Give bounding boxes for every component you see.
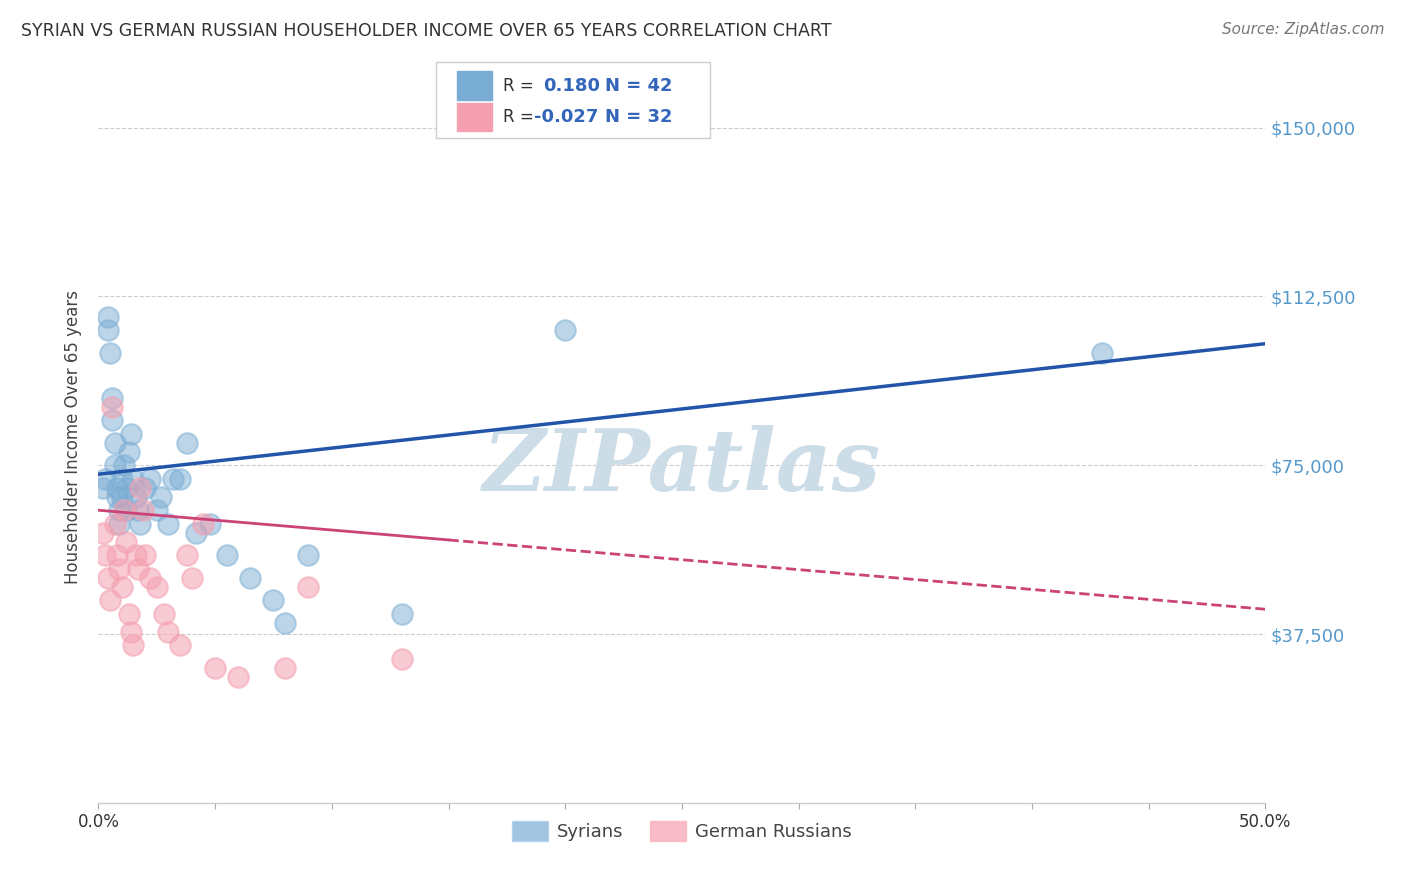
Point <box>554 323 576 337</box>
Point <box>125 548 148 562</box>
Point <box>1091 345 1114 359</box>
Point <box>162 472 184 486</box>
Point <box>111 580 134 594</box>
Point <box>239 571 262 585</box>
Point <box>115 503 138 517</box>
Point <box>111 472 134 486</box>
Point <box>180 571 202 585</box>
Point <box>91 481 114 495</box>
Point <box>105 548 128 562</box>
Point <box>98 345 121 359</box>
Point <box>97 571 120 585</box>
Point <box>215 548 238 562</box>
Point <box>274 615 297 630</box>
Point <box>91 525 114 540</box>
Point <box>193 516 215 531</box>
Point <box>120 426 142 441</box>
Point <box>274 661 297 675</box>
Point <box>157 516 180 531</box>
Point <box>157 624 180 639</box>
Point <box>120 624 142 639</box>
Point <box>108 562 131 576</box>
Point <box>228 670 250 684</box>
Point <box>391 652 413 666</box>
Point <box>98 593 121 607</box>
Point <box>297 548 319 562</box>
Point <box>111 490 134 504</box>
Point <box>105 481 128 495</box>
Point <box>129 516 152 531</box>
Point <box>152 607 174 621</box>
Point <box>101 400 124 414</box>
Point <box>105 490 128 504</box>
Point <box>115 481 138 495</box>
Point <box>112 458 135 473</box>
Point <box>108 503 131 517</box>
Point <box>108 516 131 531</box>
Point <box>127 562 149 576</box>
Point <box>134 481 156 495</box>
Point <box>122 638 145 652</box>
Point <box>139 472 162 486</box>
Point <box>104 435 127 450</box>
Text: N = 32: N = 32 <box>605 108 672 126</box>
Point <box>127 503 149 517</box>
Point <box>104 516 127 531</box>
Point <box>132 503 155 517</box>
Point <box>118 444 141 458</box>
Point <box>104 458 127 473</box>
Point <box>94 548 117 562</box>
Point <box>176 435 198 450</box>
Point <box>139 571 162 585</box>
Point <box>129 481 152 495</box>
Point <box>115 534 138 549</box>
Point <box>101 391 124 405</box>
Point <box>146 503 169 517</box>
Point <box>391 607 413 621</box>
Point <box>112 503 135 517</box>
Point <box>169 472 191 486</box>
Text: 0.180: 0.180 <box>543 77 600 95</box>
Point <box>122 472 145 486</box>
Point <box>150 490 173 504</box>
Point <box>94 472 117 486</box>
Point <box>146 580 169 594</box>
Point <box>97 310 120 324</box>
Text: N = 42: N = 42 <box>605 77 672 95</box>
Point <box>176 548 198 562</box>
Point <box>262 593 284 607</box>
Text: R =: R = <box>503 108 540 126</box>
Legend: Syrians, German Russians: Syrians, German Russians <box>505 814 859 848</box>
Point <box>118 607 141 621</box>
Point <box>297 580 319 594</box>
Text: SYRIAN VS GERMAN RUSSIAN HOUSEHOLDER INCOME OVER 65 YEARS CORRELATION CHART: SYRIAN VS GERMAN RUSSIAN HOUSEHOLDER INC… <box>21 22 831 40</box>
Point <box>134 548 156 562</box>
Y-axis label: Householder Income Over 65 years: Householder Income Over 65 years <box>63 290 82 584</box>
Text: R =: R = <box>503 77 540 95</box>
Text: ZIPatlas: ZIPatlas <box>482 425 882 508</box>
Point <box>200 516 222 531</box>
Point <box>97 323 120 337</box>
Point <box>204 661 226 675</box>
Text: Source: ZipAtlas.com: Source: ZipAtlas.com <box>1222 22 1385 37</box>
Text: -0.027: -0.027 <box>534 108 599 126</box>
Point <box>186 525 208 540</box>
Point <box>169 638 191 652</box>
Point <box>101 413 124 427</box>
Point <box>125 490 148 504</box>
